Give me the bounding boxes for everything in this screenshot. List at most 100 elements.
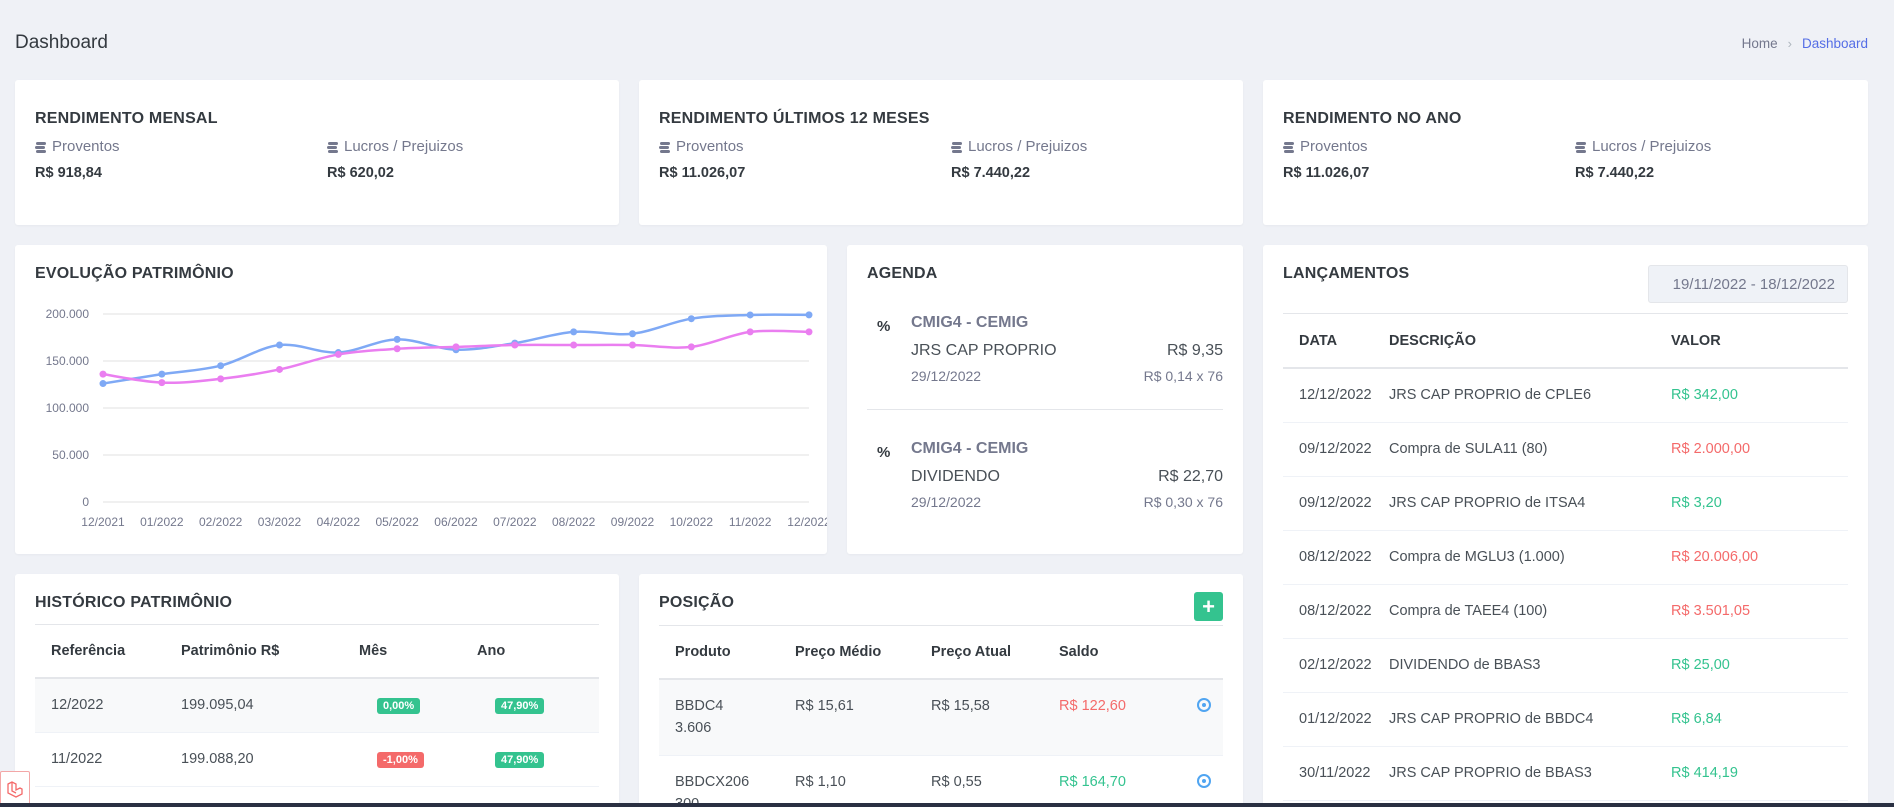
laravel-logo-icon [7, 781, 23, 798]
cell-valor: R$ 342,00 [1671, 387, 1738, 404]
data-point[interactable] [334, 350, 342, 358]
table-row[interactable]: 01/12/2022 JRS CAP PROPRIO de BBDC4 R$ 6,8… [1283, 692, 1848, 746]
cell-descricao: Compra de TAEE4 (100) [1389, 603, 1548, 619]
data-point[interactable] [629, 330, 636, 338]
agenda-item[interactable]: % CMIG4 - CEMIG DIVIDENDO R$ 22,70 29/12/… [867, 440, 1223, 520]
table-row[interactable]: 30/11/2022 JRS CAP PROPRIO de BBAS3 R$ 414… [1283, 746, 1848, 800]
view-details-icon[interactable] [1197, 698, 1211, 712]
data-point[interactable] [276, 365, 283, 373]
breadcrumb-home-link[interactable]: Home [1741, 36, 1778, 51]
kpi-label: Proventos [52, 138, 120, 155]
data-point[interactable] [746, 311, 754, 319]
cell-valor: R$ 3,20 [1671, 495, 1722, 511]
data-point[interactable] [746, 328, 754, 336]
agenda-ticker: CMIG4 - CEMIG [911, 440, 1029, 457]
data-point[interactable] [629, 341, 636, 349]
cell-valor: R$ 6,84 [1671, 711, 1722, 727]
column-header: Referência [51, 643, 126, 659]
table-row[interactable]: BBDC4 3.606 R$ 15,61 R$ 15,58 R$ 122,60 [659, 679, 1223, 755]
data-point[interactable] [570, 328, 578, 336]
x-tick-label: 02/2022 [199, 515, 243, 529]
column-header: VALOR [1671, 332, 1721, 349]
data-point[interactable] [158, 370, 166, 378]
breadcrumb: Home › Dashboard [1742, 36, 1868, 51]
add-position-button[interactable]: + [1194, 592, 1223, 621]
cell-descricao: Compra de SULA11 (80) [1389, 441, 1548, 457]
lancamentos-card: LANÇAMENTOS 19/11/2022 - 18/12/2022 DATA… [1263, 245, 1868, 807]
table-row[interactable]: 08/12/2022 Compra de TAEE4 (100) R$ 3.501,… [1283, 584, 1848, 638]
date-range-picker[interactable]: 19/11/2022 - 18/12/2022 [1648, 265, 1848, 303]
percent-icon: % [877, 444, 891, 461]
table-row[interactable]: 11/2022 199.088,20 -1,00% 47,90% [35, 732, 599, 786]
data-point[interactable] [805, 311, 813, 319]
data-point[interactable] [276, 341, 283, 349]
data-point[interactable] [393, 345, 401, 353]
table-row[interactable]: 02/12/2022 DIVIDENDO de BBAS3 R$ 25,00 [1283, 638, 1848, 692]
cell-descricao: DIVIDENDO de BBAS3 [1389, 657, 1541, 673]
laravel-debug-icon[interactable] [0, 771, 30, 807]
kpi-label: Proventos [676, 138, 744, 155]
data-point[interactable] [158, 379, 166, 387]
data-point[interactable] [452, 343, 460, 351]
cell-mes: 0,00% [359, 678, 477, 732]
data-point[interactable] [687, 315, 695, 323]
cell-patrimonio: 199.088,20 [181, 751, 254, 767]
data-point[interactable] [217, 362, 225, 370]
divider [35, 624, 599, 625]
kpi-proventos: Proventos R$ 11.026,07 [1283, 138, 1369, 181]
x-tick-label: 12/2021 [81, 515, 125, 529]
coins-icon [327, 141, 338, 153]
data-point[interactable] [393, 335, 401, 343]
cell-data: 01/12/2022 [1299, 711, 1372, 727]
y-tick-label: 100.000 [46, 401, 90, 415]
data-point[interactable] [217, 375, 225, 383]
table-row[interactable]: 08/12/2022 Compra de MGLU3 (1.000) R$ 20.0… [1283, 530, 1848, 584]
cell-actions [1185, 679, 1223, 755]
data-point[interactable] [511, 341, 519, 349]
agenda-item[interactable]: % CMIG4 - CEMIG JRS CAP PROPRIO R$ 9,35 2… [867, 314, 1223, 394]
kpi-lucros: Lucros / Prejuizos R$ 620,02 [327, 138, 463, 181]
cell-valor: R$ 25,00 [1671, 657, 1730, 673]
produto-quantidade: 3.606 [675, 720, 712, 737]
card-title: EVOLUÇÃO PATRIMÔNIO [35, 265, 234, 282]
cell-actions [1185, 755, 1223, 807]
x-tick-label: 03/2022 [258, 515, 302, 529]
divider [659, 625, 1223, 626]
card-title: LANÇAMENTOS [1283, 265, 1410, 282]
kpi-card-mensal: RENDIMENTO MENSAL Proventos R$ 918,84 Lu… [15, 80, 619, 225]
cell-valor: R$ 3.501,05 [1671, 603, 1751, 619]
table-row[interactable]: 12/12/2022 JRS CAP PROPRIO de CPLE6 R$ 342… [1283, 368, 1848, 422]
kpi-value: R$ 11.026,07 [1283, 165, 1370, 181]
table-row[interactable]: 09/12/2022 Compra de SULA11 (80) R$ 2.000,… [1283, 422, 1848, 476]
column-header: DATA [1299, 332, 1338, 349]
kpi-proventos: Proventos R$ 11.026,07 [659, 138, 745, 181]
table-row[interactable]: 09/12/2022 JRS CAP PROPRIO de ITSA4 R$ 3,2… [1283, 476, 1848, 530]
data-point[interactable] [99, 370, 107, 378]
table-row[interactable]: BBDCX206 300 R$ 1,10 R$ 0,55 R$ 164,70 [659, 755, 1223, 807]
table-row[interactable]: 12/2022 199.095,04 0,00% 47,90% [35, 678, 599, 732]
kpi-card-ano: RENDIMENTO NO ANO Proventos R$ 11.026,07… [1263, 80, 1868, 225]
agenda-total: R$ 22,70 [1158, 468, 1223, 485]
cell-data: 12/12/2022 [1299, 387, 1372, 404]
data-point[interactable] [687, 343, 695, 351]
posicao-card: POSIÇÃO + Produto Preço Médio Preço Atua… [639, 574, 1243, 807]
cell-data: 09/12/2022 [1299, 495, 1372, 511]
breadcrumb-separator: › [1787, 36, 1792, 51]
agenda-detail: R$ 0,30 x 76 [1143, 494, 1223, 510]
card-title: RENDIMENTO MENSAL [35, 110, 218, 127]
column-header: Preço Médio [795, 644, 882, 660]
data-point[interactable] [99, 380, 107, 388]
coins-icon [951, 141, 962, 153]
data-point[interactable] [805, 328, 813, 336]
status-badge: -1,00% [377, 751, 424, 768]
column-header: Mês [359, 643, 388, 659]
produto-quantidade: 300 [675, 796, 700, 807]
view-details-icon[interactable] [1197, 773, 1211, 788]
cell-preco-medio: R$ 15,61 [795, 698, 854, 714]
data-point[interactable] [570, 341, 578, 349]
produto-ticker: BBDCX206 [675, 774, 750, 790]
cell-data: 08/12/2022 [1299, 603, 1372, 619]
cell-preco-atual: R$ 0,55 [931, 773, 982, 790]
agenda-ticker: CMIG4 - CEMIG [911, 314, 1029, 331]
card-title: POSIÇÃO [659, 594, 735, 611]
